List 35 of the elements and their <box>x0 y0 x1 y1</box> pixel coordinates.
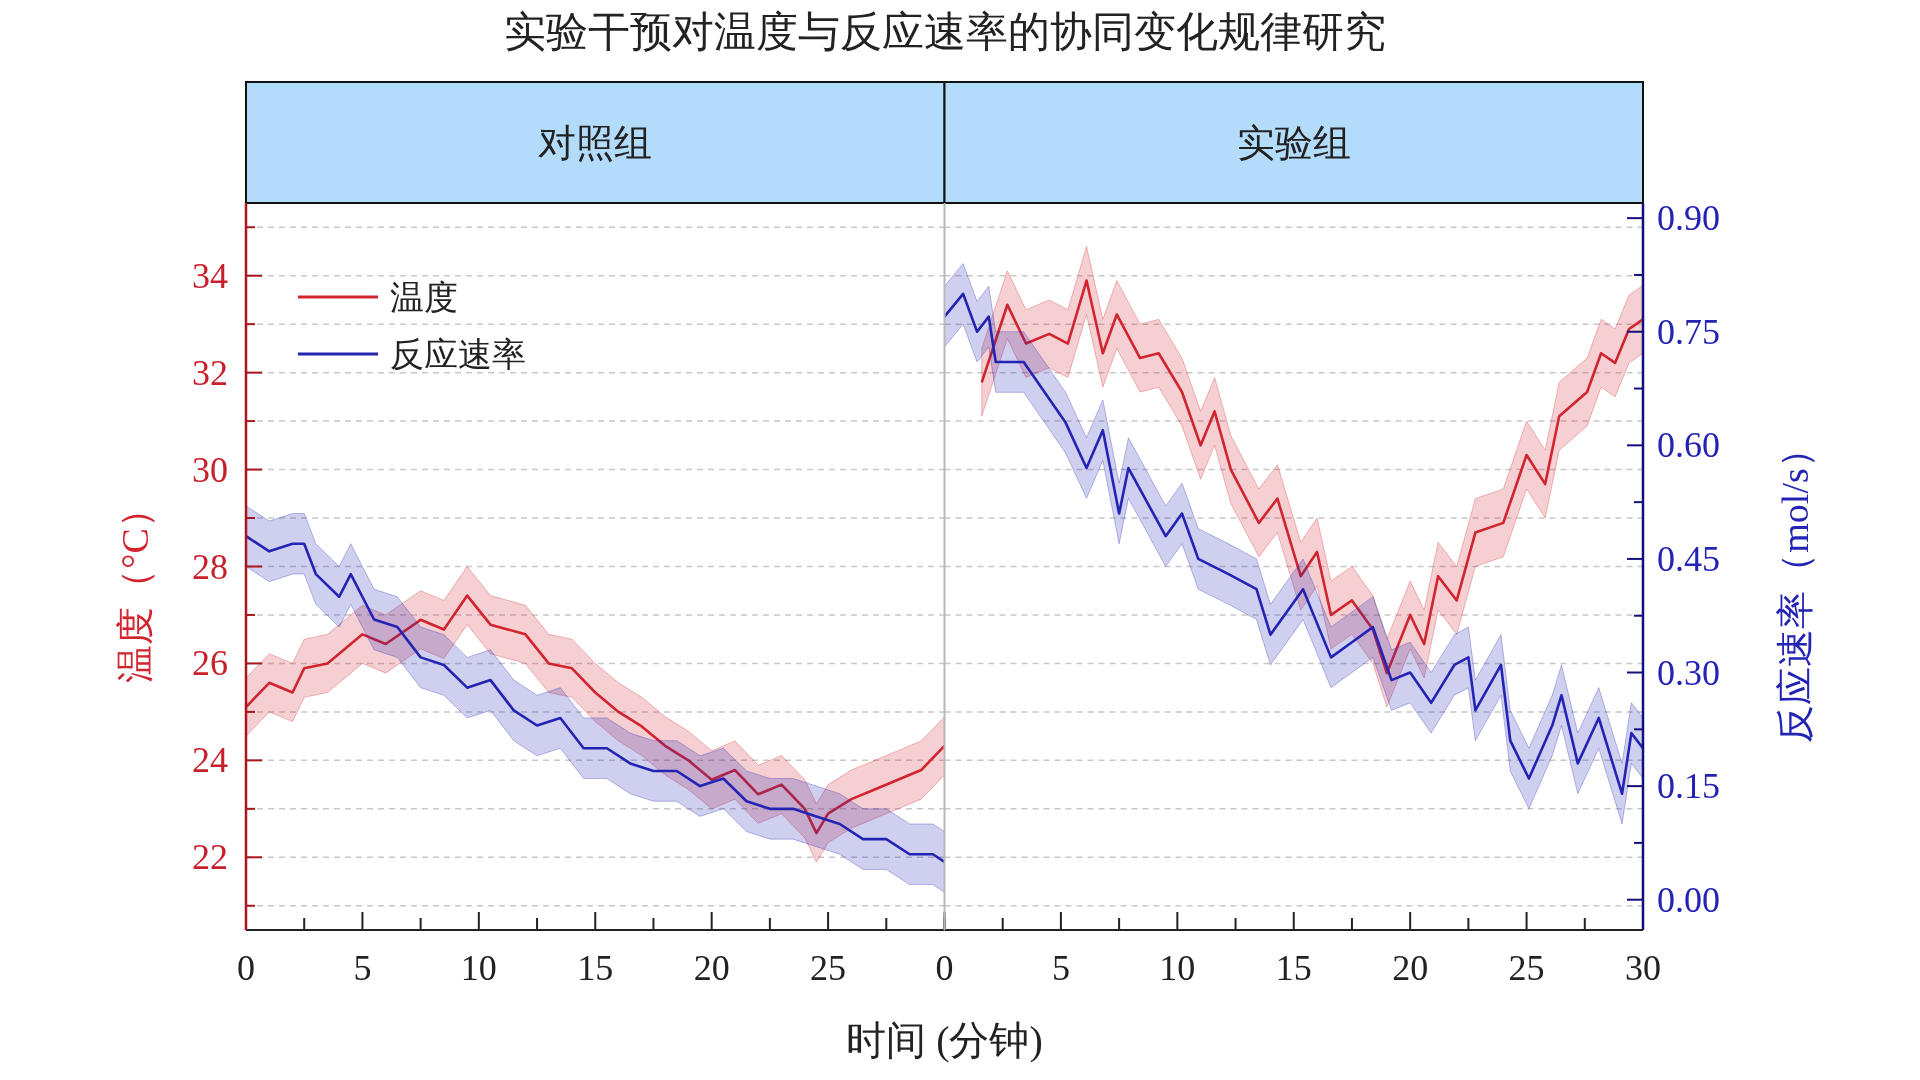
x-tick-label: 10 <box>460 948 497 988</box>
chart-title: 对照组 <box>538 121 653 164</box>
x-tick-label: 25 <box>1508 948 1545 988</box>
y2-tick-label: 0.15 <box>1657 766 1720 807</box>
x-axis-title: 时间 (分钟) <box>846 1017 1043 1063</box>
y-tick-label: 32 <box>192 352 228 393</box>
x-tick-label: 25 <box>810 948 847 988</box>
y2-axis-title: 反应速率（mol/s） <box>1774 430 1816 743</box>
y-tick-label: 26 <box>192 643 228 684</box>
y2-tick-label: 0.00 <box>1657 879 1720 920</box>
legend-label: 反应速率 <box>390 335 526 373</box>
y-tick-label: 22 <box>192 837 228 878</box>
x-tick-label: 5 <box>1051 948 1070 988</box>
x-tick-label: 10 <box>1159 948 1196 988</box>
legend-label: 温度 <box>390 278 458 316</box>
x-tick-label: 15 <box>1275 948 1312 988</box>
y2-tick-label: 0.90 <box>1657 198 1720 239</box>
y2-tick-label: 0.30 <box>1657 652 1720 693</box>
x-tick-label: 5 <box>353 948 372 988</box>
x-tick-label: 20 <box>1392 948 1429 988</box>
x-tick-label: 15 <box>577 948 614 988</box>
y2-tick-label: 0.45 <box>1657 538 1720 579</box>
text: 实验干预对温度与反应速率的协同变化规律研究 <box>503 9 1386 55</box>
y2-tick-label: 0.60 <box>1657 425 1720 466</box>
x-tick-label: 20 <box>693 948 730 988</box>
chart-title: 实验组 <box>1236 121 1351 164</box>
y-tick-label: 30 <box>192 449 228 490</box>
y-tick-label: 34 <box>192 255 228 296</box>
y-tick-label: 28 <box>192 546 228 587</box>
y-axis-title: 温度（°C） <box>114 490 156 683</box>
x-tick-label: 0 <box>237 948 255 988</box>
y-tick-label: 24 <box>192 740 228 781</box>
x-tick-label: 0 <box>935 948 954 988</box>
y2-tick-label: 0.75 <box>1657 311 1720 352</box>
x-tick-label: 30 <box>1625 948 1661 988</box>
